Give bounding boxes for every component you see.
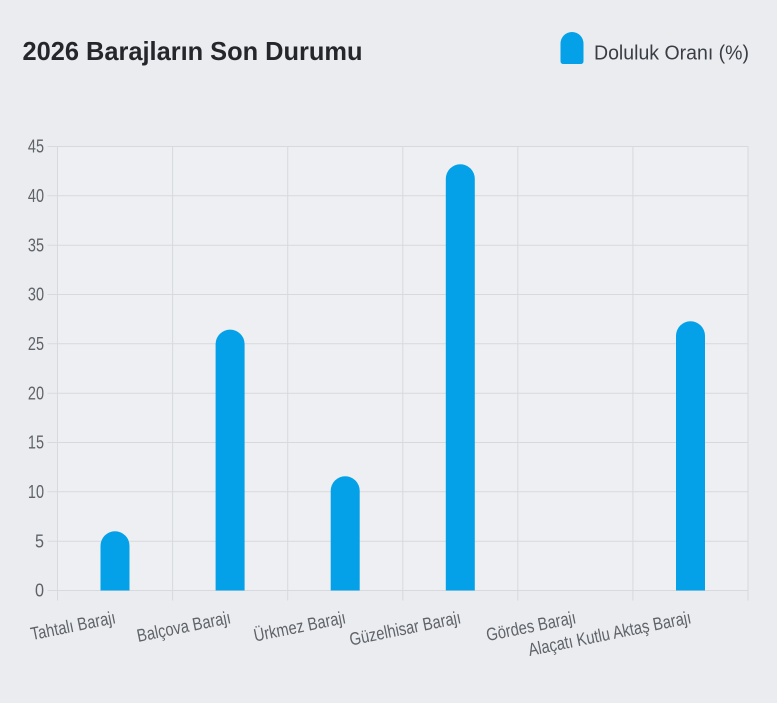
svg-text:Doluluk Oranı (%): Doluluk Oranı (%) <box>594 43 749 65</box>
svg-text:35: 35 <box>28 235 44 255</box>
svg-text:30: 30 <box>28 285 44 305</box>
svg-text:15: 15 <box>28 433 44 453</box>
svg-text:20: 20 <box>28 383 44 403</box>
svg-text:5: 5 <box>35 531 44 551</box>
svg-text:10: 10 <box>28 482 44 502</box>
svg-text:45: 45 <box>28 137 44 157</box>
svg-text:25: 25 <box>28 334 44 354</box>
svg-text:2026 Barajların Son Durumu: 2026 Barajların Son Durumu <box>23 36 363 66</box>
svg-text:0: 0 <box>35 581 44 601</box>
svg-text:40: 40 <box>28 186 44 206</box>
